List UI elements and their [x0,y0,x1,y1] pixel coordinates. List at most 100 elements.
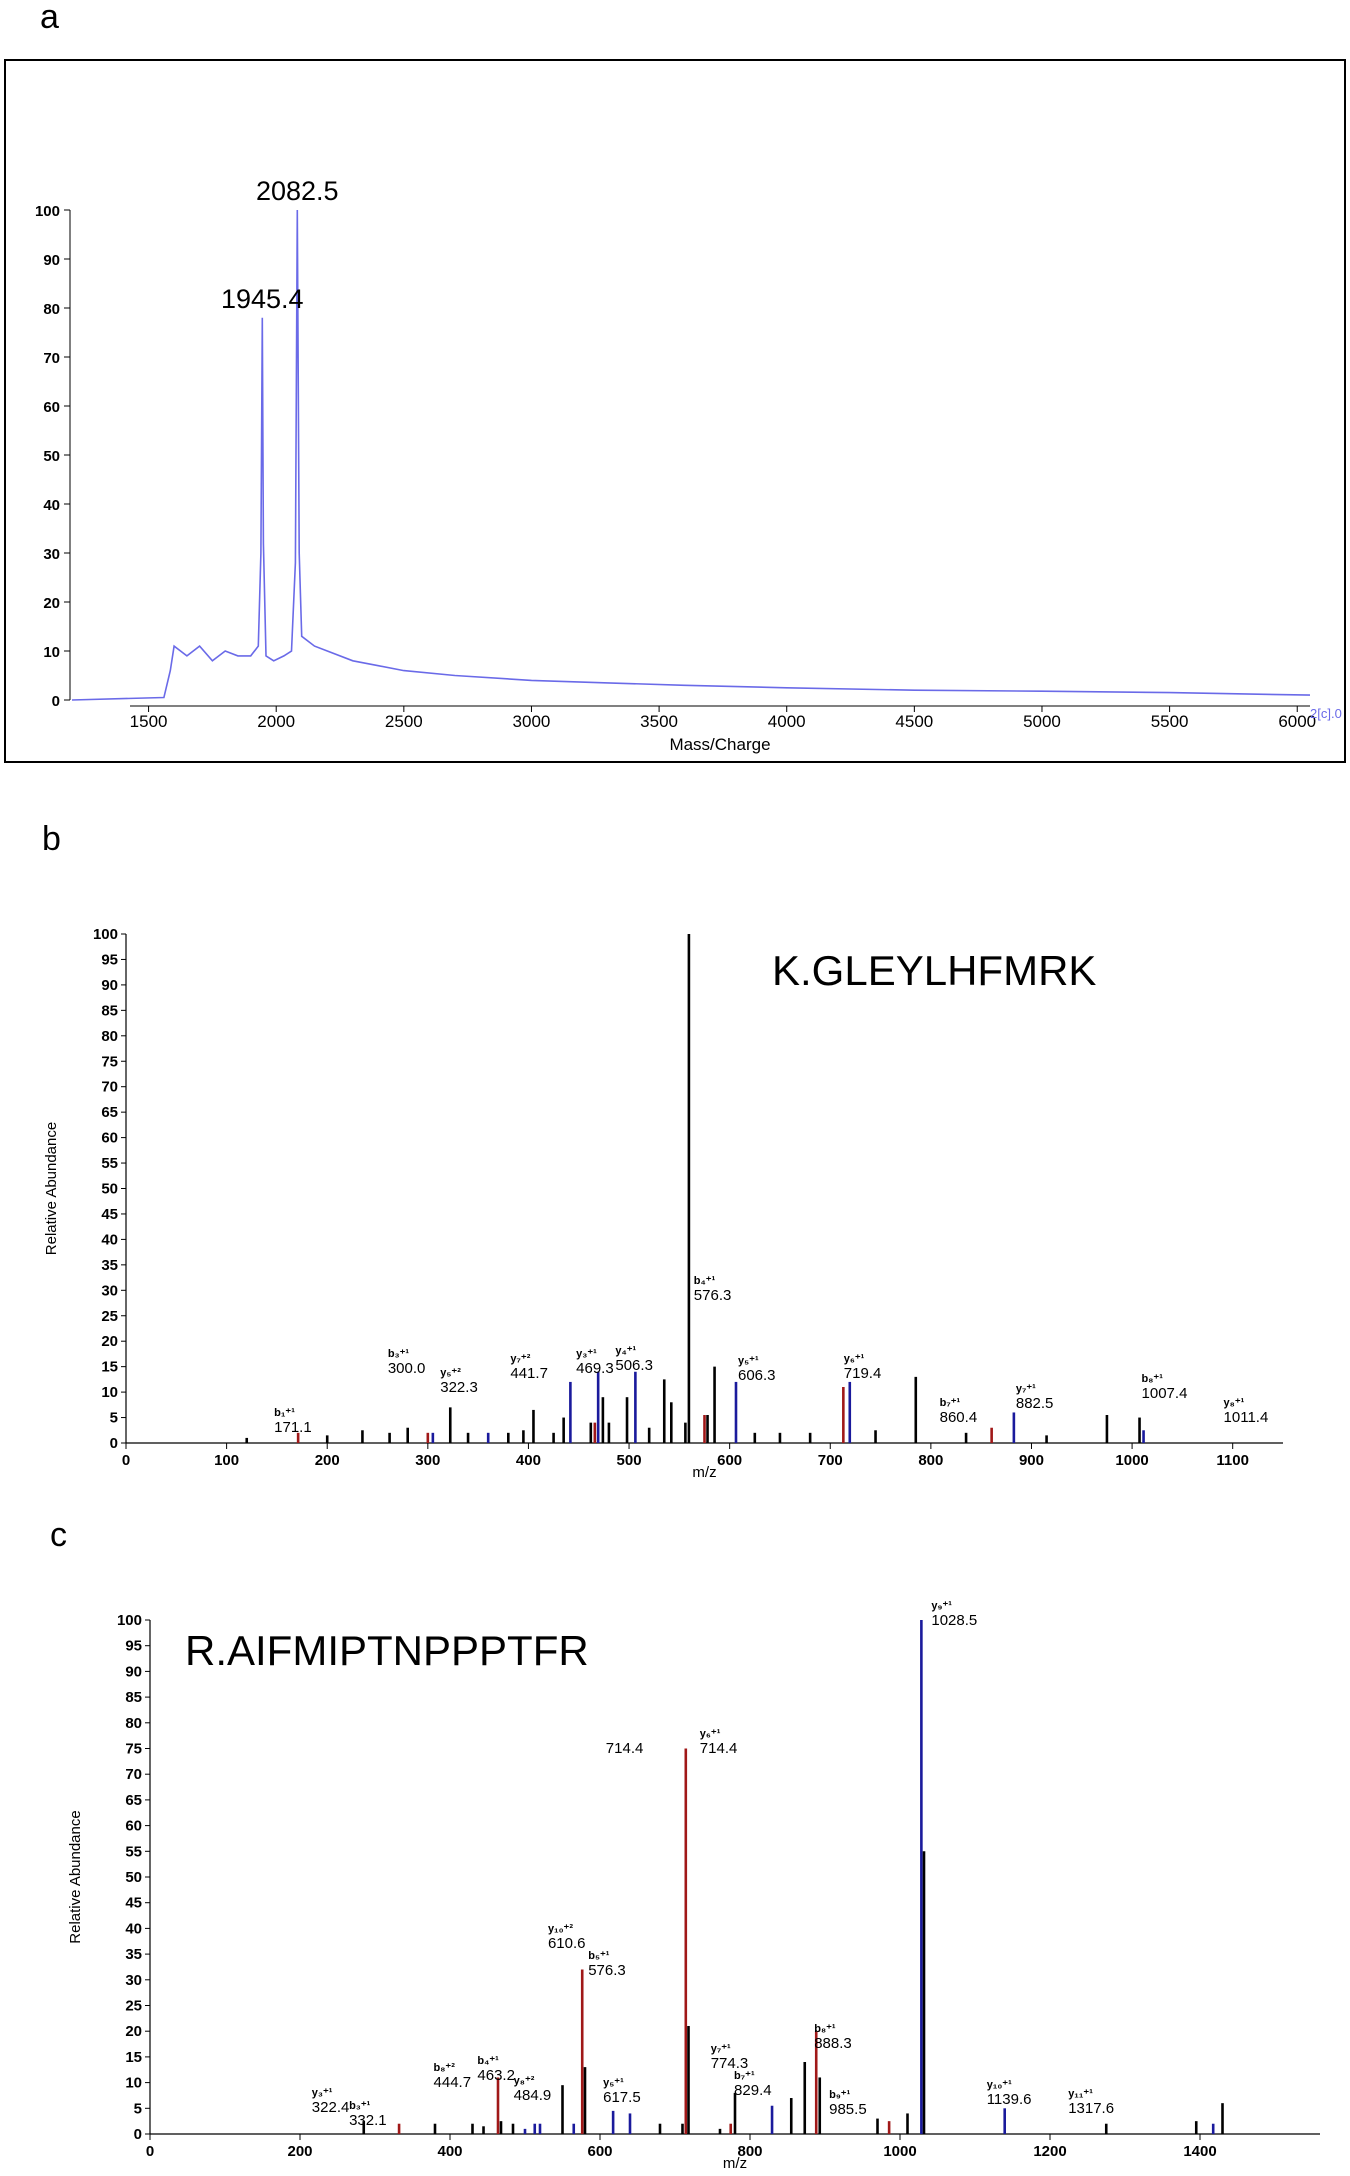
annotation-mz: 714.4 [700,1740,738,1757]
annotation-mz: 1011.4 [1224,1409,1269,1426]
panel-label-c: c [50,1516,67,1554]
y-tick-label: 60 [43,399,60,416]
y-tick-label: 20 [43,595,60,612]
y-tick-label: 75 [125,1741,142,1758]
x-tick-label: 400 [437,2143,462,2160]
ion-label: y₇⁺¹ [1016,1383,1036,1395]
y-tick-label: 5 [110,1410,118,1427]
y-tick-label: 70 [125,1766,142,1783]
y-tick-label: 0 [110,1435,118,1452]
y-tick-label: 65 [125,1792,142,1809]
ion-label: y₃⁺¹ [312,2087,333,2099]
panel-label-a: a [40,0,59,36]
x-tick-label: 800 [918,1452,943,1469]
y-tick-label: 90 [43,252,60,269]
ion-label: b₈⁺² [434,2062,456,2074]
ion-label: y₅⁺¹ [603,2077,624,2089]
y-tick-label: 40 [125,1920,142,1937]
y-tick-label: 0 [52,693,60,710]
x-tick-label: 500 [617,1452,642,1469]
x-axis-title: Mass/Charge [669,735,770,754]
x-tick-label: 200 [287,2143,312,2160]
x-tick-label: 400 [516,1452,541,1469]
ion-label: y₅⁺² [440,1367,461,1379]
y-tick-label: 55 [101,1155,118,1172]
y-tick-label: 90 [125,1663,142,1680]
y-tick-label: 30 [101,1282,118,1299]
ion-label: b₉⁺¹ [829,2089,850,2101]
y-tick-label: 95 [101,951,118,968]
ion-label: b₅⁺¹ [588,1950,610,1962]
y-tick-label: 100 [93,926,118,943]
panel-c-chart: 0 5 10 15 20 25 30 35 40 45 50 55 60 65 70 75 80 85 90 95 10… [67,1600,1320,2172]
x-tick-label: 2000 [257,712,295,731]
x-tick-label: 600 [717,1452,742,1469]
annotation-mz: 1317.6 [1068,2100,1114,2117]
annotation-mz: 882.5 [1016,1395,1054,1412]
x-tick-label: 6000 [1278,712,1316,731]
annotation-mz: 576.3 [694,1287,732,1304]
x-tick-label: 900 [1019,1452,1044,1469]
ion-label: b₃⁺¹ [349,2100,371,2112]
annotation-mz: 860.4 [940,1409,978,1426]
annotation-mz: 985.5 [829,2101,867,2118]
ion-label: y₁₁⁺¹ [1068,2088,1093,2100]
spectrum-line [71,209,1311,701]
y-tick-label: 80 [125,1715,142,1732]
ion-label: y₃⁺¹ [576,1348,597,1360]
y-tick-label: 10 [101,1384,118,1401]
annotation-mz: 322.3 [440,1379,478,1396]
ion-label: b₃⁺¹ [388,1348,410,1360]
panel-b-chart: 0 5 10 15 20 25 30 35 40 45 50 55 60 65 70 75 80 85 90 95 10… [43,926,1283,1481]
y-tick-label: 10 [125,2075,142,2092]
panel-c-sequence: R.AIFMIPTNPPPTFR [185,1627,589,1674]
x-tick-label: 200 [315,1452,340,1469]
peak-label: 2082.5 [256,176,339,206]
ion-label: b₇⁺¹ [940,1397,961,1409]
y-tick-label: 75 [101,1053,118,1070]
x-tick-label: 0 [122,1452,130,1469]
ion-label: b₈⁺¹ [814,2023,836,2035]
x-tick-label: 700 [818,1452,843,1469]
corner-text: 2[c].0 [1310,706,1342,721]
ion-label: y₁₀⁺¹ [987,2079,1012,2091]
y-tick-label: 50 [43,448,60,465]
ion-label: b₈⁺¹ [1142,1373,1164,1385]
y-axis-title: Relative Abundance [43,1122,60,1255]
annotation-mz: 506.3 [615,1357,653,1374]
panel-a-chart: 0 10 20 30 40 50 60 70 80 90 100 1500 2000 2500 3000 35… [35,176,1342,754]
y-tick-label: 70 [101,1079,118,1096]
x-tick-label: 4000 [768,712,806,731]
ion-label: y₇⁺¹ [711,2043,731,2055]
ion-label: b₄⁺¹ [694,1275,716,1287]
y-tick-label: 100 [117,1612,142,1629]
annotation-mz: 719.4 [844,1365,882,1382]
x-tick-label: 300 [415,1452,440,1469]
annotation-mz: 610.6 [548,1935,586,1952]
panel-label-b: b [42,820,61,858]
annotation-mz: 1139.6 [987,2091,1032,2108]
y-tick-label: 50 [125,1869,142,1886]
y-tick-label: 5 [134,2100,142,2117]
annotation-mz: 322.4 [312,2099,350,2116]
x-tick-label: 1000 [883,2143,916,2160]
y-tick-label: 20 [125,2023,142,2040]
x-tick-label: 5000 [1023,712,1061,731]
annotation-mz: 617.5 [603,2089,641,2106]
ion-label: b₄⁺¹ [477,2055,499,2067]
y-tick-label: 35 [101,1257,118,1274]
y-tick-label: 30 [43,546,60,563]
y-tick-label: 95 [125,1638,142,1655]
y-tick-label: 40 [101,1231,118,1248]
annotation-mz: 444.7 [434,2074,472,2091]
y-tick-label: 40 [43,497,60,514]
ion-label: y₄⁺¹ [615,1345,636,1357]
y-tick-label: 70 [43,350,60,367]
y-tick-label: 90 [101,977,118,994]
ion-label: y₆⁺¹ [700,1728,721,1740]
y-tick-label: 85 [125,1689,142,1706]
annotation-mz: 829.4 [734,2082,772,2099]
y-tick-label: 45 [101,1206,118,1223]
panel-b-sequence: K.GLEYLHFMRK [772,947,1096,994]
